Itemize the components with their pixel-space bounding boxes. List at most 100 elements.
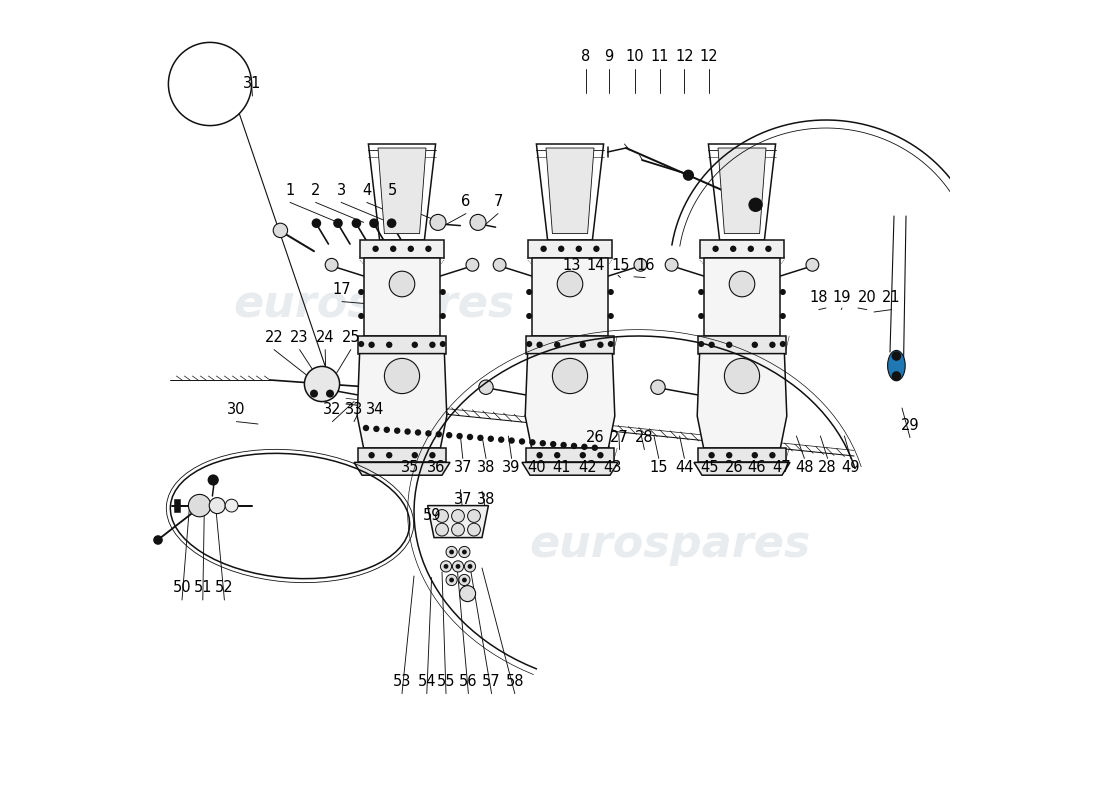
Polygon shape <box>354 462 450 475</box>
Text: 20: 20 <box>857 290 877 305</box>
Polygon shape <box>531 258 608 336</box>
Circle shape <box>468 564 472 569</box>
Text: 4: 4 <box>362 183 372 198</box>
Circle shape <box>769 342 776 348</box>
Circle shape <box>411 452 418 458</box>
Bar <box>361 240 443 258</box>
Circle shape <box>466 434 473 440</box>
Circle shape <box>708 342 715 348</box>
Polygon shape <box>704 258 780 336</box>
Bar <box>528 240 612 258</box>
Text: 38: 38 <box>476 493 495 507</box>
Circle shape <box>726 452 733 458</box>
Circle shape <box>575 246 582 252</box>
Text: 48: 48 <box>795 461 814 475</box>
Circle shape <box>452 561 463 572</box>
Circle shape <box>526 313 532 319</box>
Text: 51: 51 <box>194 581 212 595</box>
Circle shape <box>748 246 754 252</box>
Text: 27: 27 <box>610 430 629 445</box>
Circle shape <box>311 218 321 228</box>
Text: 35: 35 <box>400 461 419 475</box>
Circle shape <box>698 289 704 295</box>
Text: 12: 12 <box>700 50 718 64</box>
Circle shape <box>446 432 452 438</box>
Circle shape <box>592 445 598 451</box>
Bar <box>526 448 614 462</box>
Circle shape <box>436 510 449 522</box>
Text: 19: 19 <box>832 290 850 305</box>
Circle shape <box>581 444 587 450</box>
Circle shape <box>519 438 525 445</box>
Circle shape <box>698 341 704 347</box>
Circle shape <box>386 342 393 348</box>
Text: 55: 55 <box>437 674 455 689</box>
Circle shape <box>359 313 364 319</box>
Circle shape <box>363 425 370 431</box>
Circle shape <box>558 246 564 252</box>
Circle shape <box>440 313 446 319</box>
Circle shape <box>305 366 340 402</box>
Circle shape <box>373 246 378 252</box>
Text: 40: 40 <box>527 461 546 475</box>
Circle shape <box>446 546 458 558</box>
Text: 50: 50 <box>173 581 191 595</box>
Polygon shape <box>188 74 196 94</box>
Text: 23: 23 <box>290 330 309 345</box>
Bar <box>526 336 614 354</box>
Circle shape <box>389 271 415 297</box>
Circle shape <box>651 380 666 394</box>
Circle shape <box>411 342 418 348</box>
Circle shape <box>459 574 470 586</box>
Text: 22: 22 <box>265 330 284 345</box>
Circle shape <box>426 246 431 252</box>
Text: 30: 30 <box>228 402 245 417</box>
Polygon shape <box>718 148 766 234</box>
Circle shape <box>333 218 343 228</box>
Circle shape <box>540 440 546 446</box>
Text: 6: 6 <box>461 194 471 209</box>
Circle shape <box>477 434 484 441</box>
Ellipse shape <box>888 350 905 381</box>
Circle shape <box>751 452 758 458</box>
Circle shape <box>634 258 647 271</box>
Circle shape <box>498 437 505 443</box>
Text: 12: 12 <box>675 50 694 64</box>
Circle shape <box>593 246 600 252</box>
Circle shape <box>462 578 466 582</box>
Circle shape <box>384 358 419 394</box>
Text: 1: 1 <box>285 183 295 198</box>
Circle shape <box>597 452 604 458</box>
Circle shape <box>493 258 506 271</box>
Bar <box>701 240 783 258</box>
Circle shape <box>168 42 252 126</box>
Text: 34: 34 <box>366 402 385 417</box>
Text: 29: 29 <box>901 418 920 433</box>
Text: 49: 49 <box>842 461 860 475</box>
Circle shape <box>464 561 475 572</box>
Circle shape <box>415 430 421 436</box>
Circle shape <box>683 170 694 181</box>
Text: 41: 41 <box>552 461 571 475</box>
Circle shape <box>550 441 557 447</box>
Circle shape <box>508 438 515 444</box>
Circle shape <box>552 358 587 394</box>
Circle shape <box>436 431 442 438</box>
Circle shape <box>608 313 614 319</box>
Circle shape <box>526 289 532 295</box>
Circle shape <box>440 289 446 295</box>
Text: 32: 32 <box>323 402 342 417</box>
Circle shape <box>466 258 478 271</box>
Circle shape <box>452 523 464 536</box>
Circle shape <box>780 341 785 347</box>
Text: 46: 46 <box>747 461 766 475</box>
Circle shape <box>487 435 494 442</box>
Polygon shape <box>174 499 179 512</box>
Text: 13: 13 <box>562 258 581 273</box>
Circle shape <box>766 246 771 252</box>
Text: 10: 10 <box>626 50 645 64</box>
Circle shape <box>468 510 481 522</box>
Polygon shape <box>546 148 594 234</box>
Text: 53: 53 <box>393 674 411 689</box>
Circle shape <box>436 523 449 536</box>
